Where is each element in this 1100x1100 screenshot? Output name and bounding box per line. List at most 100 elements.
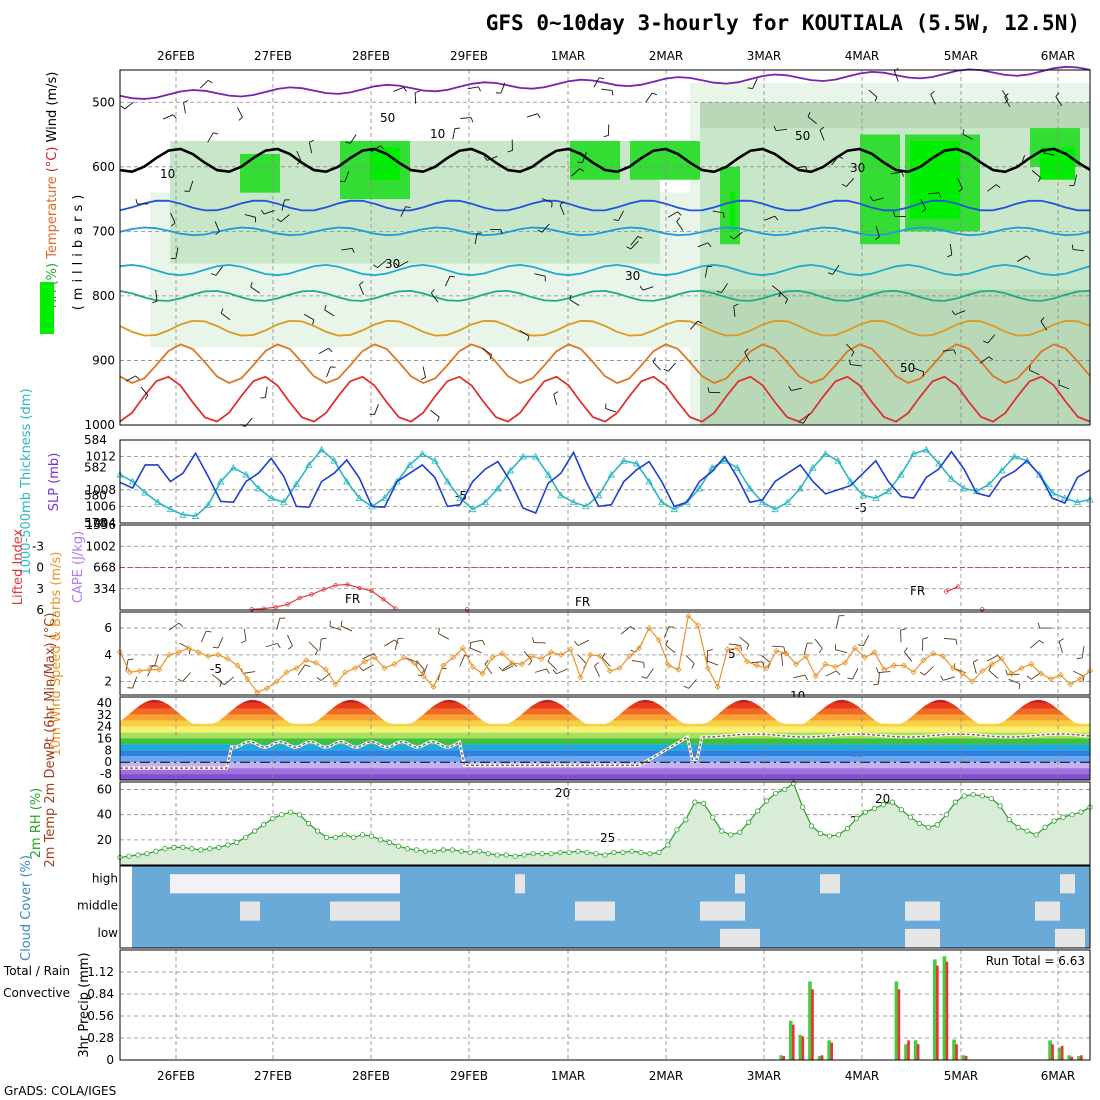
rh-marker	[737, 829, 743, 835]
wind-barb-flag	[707, 649, 713, 652]
wind-speed-marker	[881, 666, 888, 673]
rh-marker	[404, 846, 411, 852]
precip-tick-label: 0.28	[87, 1031, 114, 1045]
thickness-marker	[834, 456, 842, 464]
pressure-tick-label: 600	[92, 160, 115, 174]
thickness-marker	[317, 445, 326, 453]
wind-barb	[1008, 678, 1020, 685]
wind-speed-marker	[773, 647, 780, 654]
wind-barb	[244, 214, 256, 218]
thickness-marker	[708, 463, 716, 471]
wind-barb-flag	[340, 620, 343, 627]
wind-barb	[370, 145, 381, 153]
rh-marker	[862, 809, 869, 815]
wind-barb	[594, 665, 601, 677]
wind-barb-flag	[1005, 669, 1008, 675]
wind-speed-marker	[489, 654, 496, 661]
thickness-marker	[242, 470, 250, 478]
wind-barb-flag	[683, 685, 689, 689]
wind-barb-flag	[773, 126, 777, 131]
wind-barb	[214, 221, 220, 232]
isotherm-line	[119, 226, 1091, 237]
wind-barb-flag	[359, 281, 364, 286]
wind-barb	[400, 206, 407, 217]
wind-barb	[430, 292, 439, 303]
rh-legend-swatch	[40, 282, 54, 334]
wind-barb	[359, 284, 365, 296]
wind-barb	[942, 349, 954, 352]
wind-barb	[733, 305, 736, 317]
slp-axis-label: SLP (mb)	[47, 453, 62, 512]
wind-barb-flag	[547, 656, 551, 662]
wind-barb-flag	[767, 662, 771, 668]
precip-total-bar	[1067, 1055, 1072, 1060]
lifted-marker	[956, 584, 961, 589]
wind-speed-marker	[332, 681, 339, 688]
precip-convective-bar	[1070, 1056, 1074, 1060]
wind-barb-flag	[170, 222, 176, 227]
wind-barb	[652, 361, 662, 371]
wind-barb	[794, 165, 806, 169]
lifted-marker	[381, 597, 386, 602]
lifted-axis-label: Lifted Index	[11, 528, 26, 605]
rh-marker	[359, 832, 366, 838]
thickness-tick-label: 584	[84, 433, 107, 447]
axis-label-part: (°C)	[45, 142, 60, 172]
wind-barb-flag	[1038, 177, 1041, 183]
rh-marker	[261, 822, 267, 828]
wind-barb-flag	[847, 677, 853, 680]
date-label-bottom: 5MAR	[944, 1069, 979, 1083]
wind-barb	[862, 634, 870, 647]
axis-label-part: Temperature	[45, 172, 60, 259]
rh-axis-label: 2m RH (%)	[29, 788, 44, 859]
wind-barb-flag	[611, 90, 614, 96]
rh-marker	[243, 834, 249, 840]
cloud-frame	[119, 865, 1091, 949]
wind-barb	[846, 178, 855, 187]
lifted-marker	[309, 592, 314, 597]
wind-barb-flag	[1071, 244, 1074, 250]
thickness-marker	[506, 466, 515, 474]
wind-barb-flag	[983, 340, 988, 344]
wind-barb-flag	[127, 658, 134, 661]
wind-barb	[559, 204, 565, 216]
wind-barb-flag	[761, 661, 765, 667]
wind-barb-flag	[601, 652, 606, 658]
thickness-marker	[872, 494, 880, 501]
precip-tick-label: 0.56	[87, 1009, 114, 1023]
rh-shade-green	[240, 153, 280, 193]
wind-barb-flag	[947, 254, 952, 258]
wind-barb-flag	[953, 349, 957, 355]
wind-barb	[189, 180, 194, 192]
wind-speed-marker	[1067, 681, 1074, 688]
wind-axis-label: 10m Wind Speed & Barbs (m/s)	[49, 552, 64, 757]
axis-label-part: Lifted Index	[11, 528, 26, 605]
rh-shade-green	[570, 141, 620, 180]
precip-total-bar	[933, 959, 937, 1060]
wind-barb-flag	[958, 188, 963, 193]
thickness-marker	[406, 461, 414, 468]
cloud-clear-block	[1035, 901, 1060, 921]
wind-barb	[523, 651, 533, 662]
temp-color-band	[120, 756, 1090, 763]
wind-barb-flag	[716, 290, 722, 294]
wind-barb	[927, 192, 940, 195]
wind-barb	[832, 265, 840, 275]
rh-tick-label: 40	[97, 808, 112, 822]
wind-barb	[744, 351, 751, 363]
wind-barb-flag	[178, 622, 184, 627]
precip-convective-bar	[1051, 1044, 1054, 1060]
wind-barb-flag	[707, 387, 710, 393]
wind-barb-flag	[470, 117, 474, 123]
wind-barb	[1020, 154, 1026, 166]
thickness-marker	[456, 494, 464, 501]
thickness-marker	[494, 484, 502, 492]
wind-barb	[484, 663, 493, 675]
wind-barb	[124, 101, 134, 110]
wind-barb	[541, 198, 553, 203]
wind-barb	[667, 211, 678, 218]
rh-marker	[665, 842, 671, 848]
wind-barb	[265, 642, 278, 648]
rh-area	[120, 783, 1090, 865]
cloud-clear-block	[820, 874, 840, 894]
